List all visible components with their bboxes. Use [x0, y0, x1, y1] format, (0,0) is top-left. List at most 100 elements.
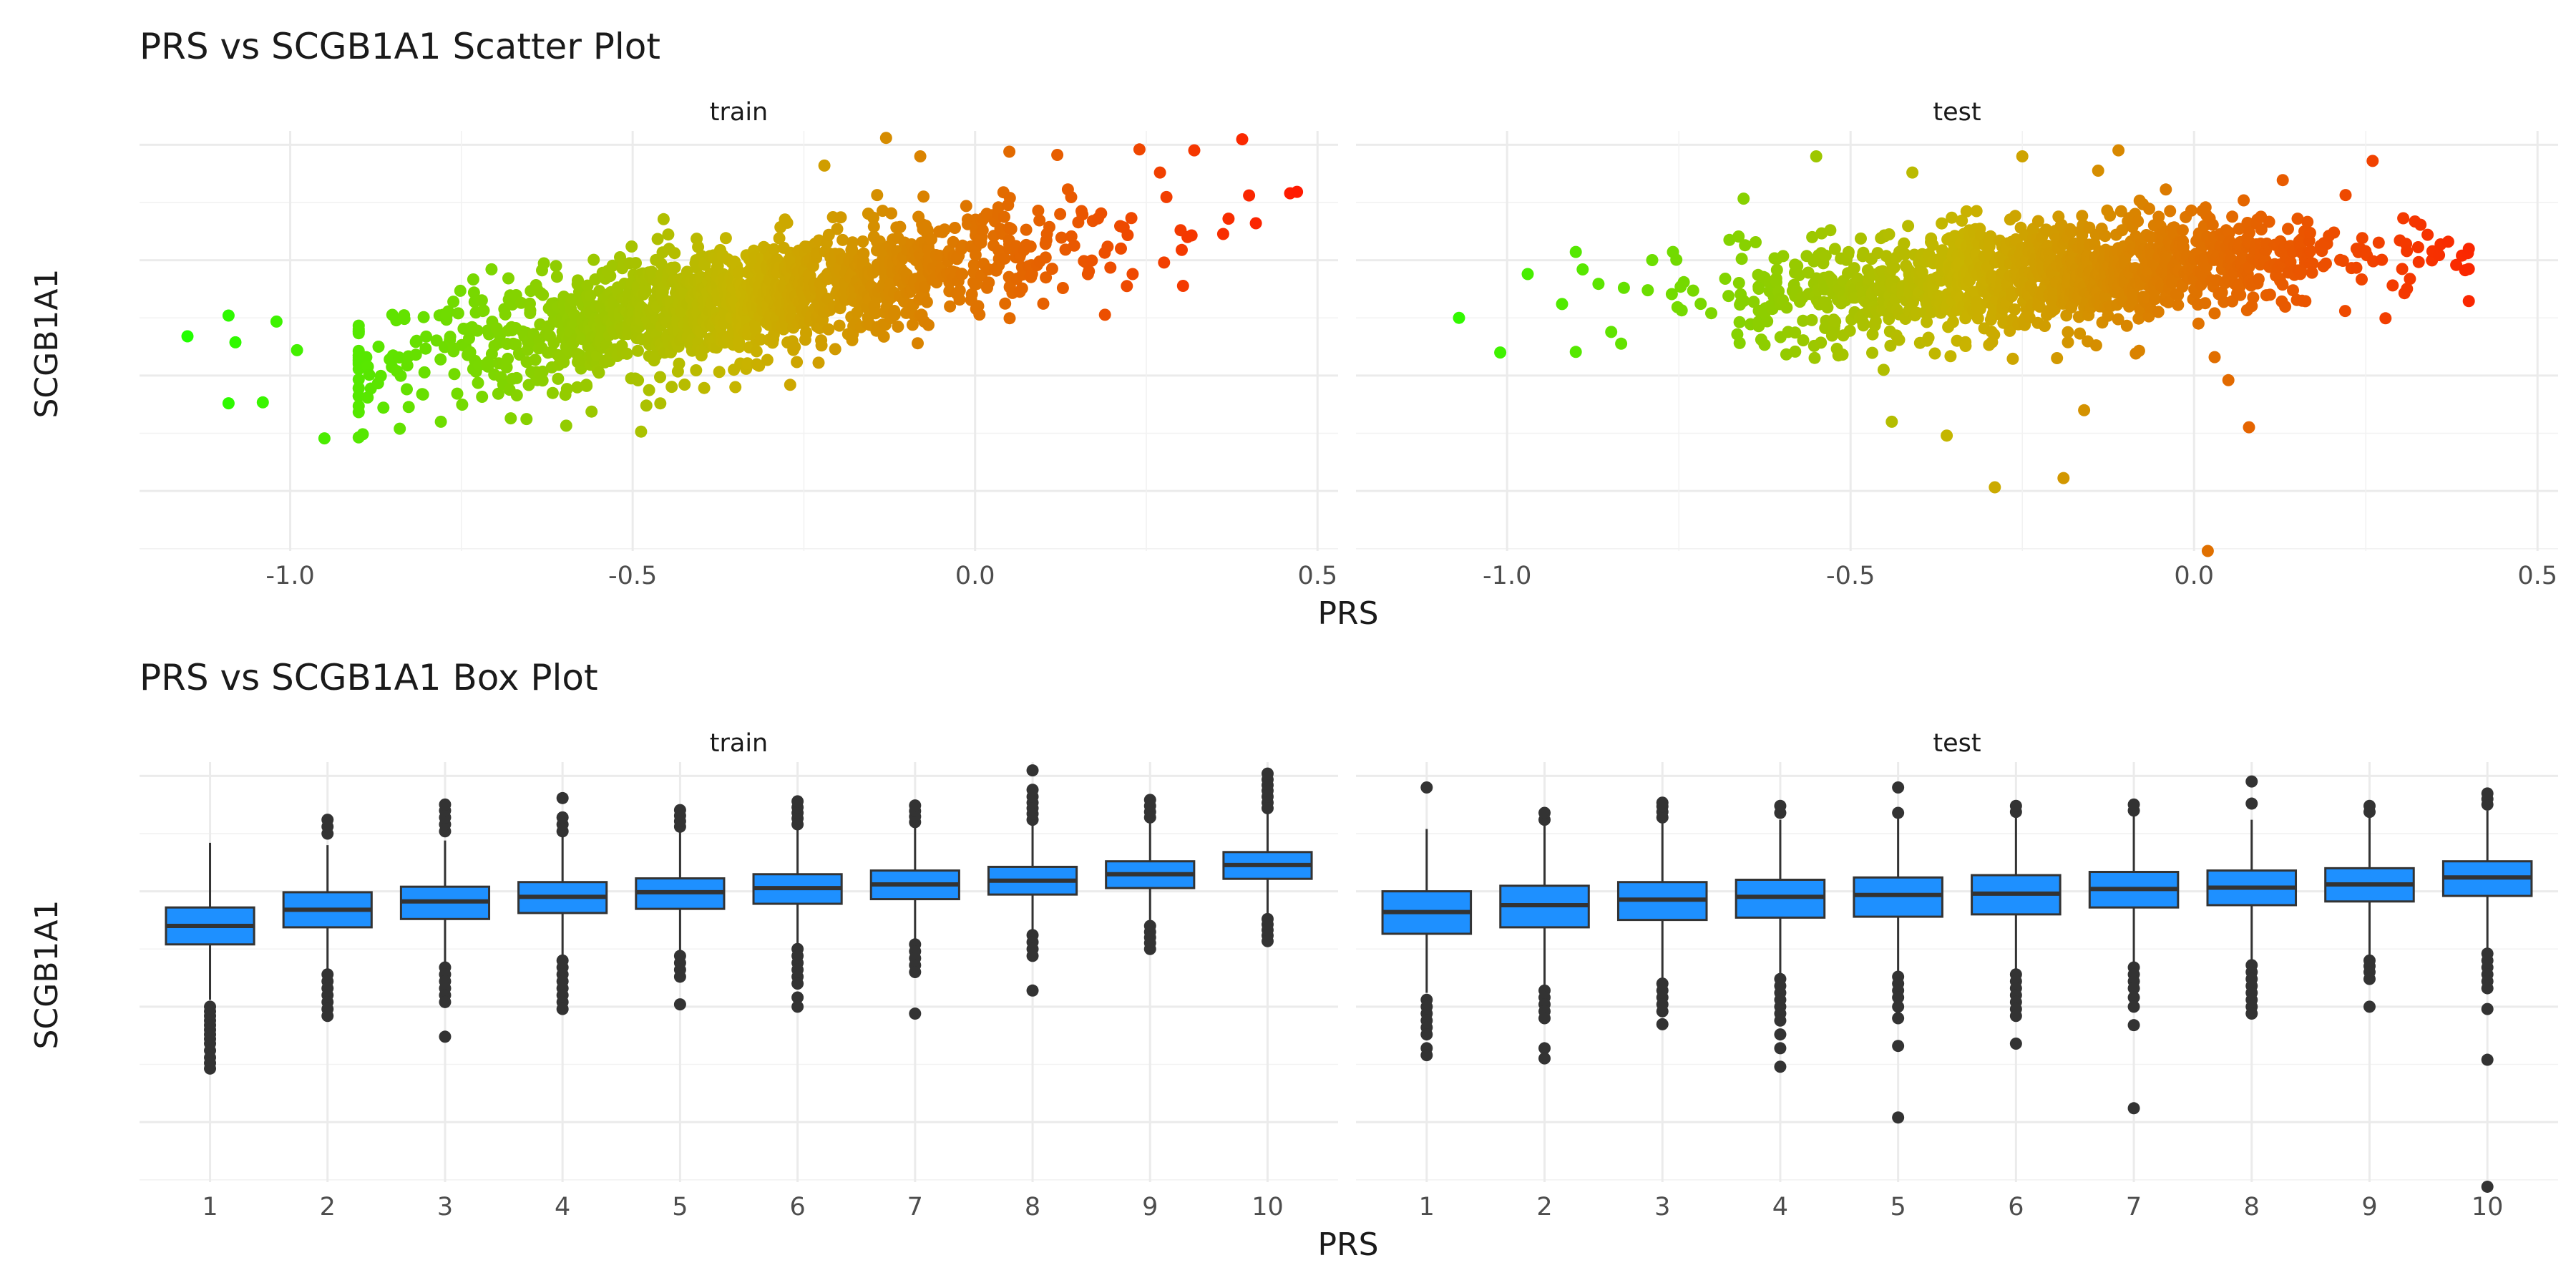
box-train-outlier	[673, 970, 686, 983]
box-test-outlier	[1892, 1111, 1905, 1124]
box-test-outlier	[2245, 1008, 2258, 1020]
scatter-train-point	[657, 213, 670, 225]
scatter-test-point	[1750, 236, 1762, 248]
scatter-test-point	[1960, 205, 1973, 218]
box-test-outlier	[2245, 797, 2258, 810]
scatter-test-point	[2215, 286, 2228, 299]
scatter-test-point	[1828, 243, 1841, 255]
scatter-test-point	[2120, 319, 2133, 332]
box-train-outlier	[673, 998, 686, 1011]
box-test-outlier	[1892, 781, 1905, 794]
scatter-train-point	[1015, 282, 1028, 295]
scatter-train-point	[550, 260, 562, 273]
scatter-test-point	[2104, 209, 2117, 222]
box-test-outlier	[2127, 991, 2140, 1004]
scatter-train-point	[352, 373, 365, 386]
scatter-test-point	[1592, 278, 1605, 291]
scatter-test-point	[1739, 239, 1752, 252]
scatter-y-axis-label: SCGB1A1	[29, 268, 65, 418]
scatter-train-point	[1291, 185, 1304, 198]
scatter-train-point	[654, 397, 667, 410]
scatter-train-point	[800, 327, 813, 340]
box-test-x-tick-label: 10	[2472, 1193, 2504, 1221]
scatter-test-x-tick-label: 0.0	[2174, 562, 2214, 590]
scatter-train-point	[402, 401, 415, 414]
scatter-test-point	[2401, 245, 2414, 258]
scatter-train-point	[879, 132, 892, 145]
scatter-train-point	[1051, 149, 1064, 161]
scatter-train-point	[418, 366, 431, 379]
scatter-train-point	[529, 353, 542, 366]
scatter-train-point	[680, 265, 693, 278]
box-test-outlier	[1892, 1040, 1905, 1053]
scatter-test-point	[2072, 311, 2085, 323]
scatter-test-point	[2304, 245, 2317, 258]
scatter-train-point	[550, 270, 563, 283]
scatter-train-point	[1188, 144, 1201, 157]
scatter-train-point	[1054, 208, 1067, 220]
scatter-train-point	[960, 200, 972, 213]
box-train-outlier	[556, 791, 569, 804]
scatter-test-point	[1857, 319, 1870, 332]
scatter-train-point	[1125, 212, 1138, 225]
scatter-train-point	[822, 323, 835, 336]
scatter-train-point	[1076, 208, 1089, 221]
scatter-train-point	[833, 319, 846, 332]
scatter-train-point	[857, 235, 869, 248]
scatter-train-point	[587, 253, 600, 266]
scatter-train-point	[1045, 263, 1058, 275]
scatter-train-point	[831, 223, 844, 235]
scatter-train-point	[372, 341, 385, 353]
scatter-train-point	[789, 341, 801, 353]
scatter-test-point	[1884, 339, 1897, 352]
scatter-test-point	[2372, 236, 2385, 249]
box-test-outlier	[2127, 798, 2140, 811]
scatter-train-point	[1068, 239, 1080, 252]
scatter-x-axis-label: PRS	[1317, 595, 1378, 632]
scatter-train-point	[360, 351, 373, 364]
scatter-test-point	[1946, 211, 1958, 224]
scatter-train-point	[318, 432, 331, 445]
scatter-test-point	[1737, 192, 1750, 205]
scatter-test-point	[2004, 324, 2016, 337]
scatter-train-point	[398, 313, 411, 326]
scatter-test-point	[1747, 296, 1760, 308]
scatter-test-point	[2299, 295, 2312, 308]
scatter-test-point	[1971, 312, 1984, 325]
scatter-test-point	[1722, 290, 1735, 303]
box-train-outlier	[1143, 942, 1156, 955]
box-train-x-tick-label: 3	[437, 1193, 453, 1221]
scatter-train-point	[869, 307, 882, 320]
box-test-outlier	[2481, 1002, 2494, 1015]
scatter-train-point	[1216, 228, 1229, 240]
scatter-test-point	[1815, 336, 1828, 349]
box-test-x-tick-label: 2	[1536, 1193, 1552, 1221]
box-test-outlier	[1774, 1028, 1787, 1041]
scatter-test-point	[1723, 233, 1736, 246]
scatter-train-point	[1153, 166, 1166, 179]
box-train-outlier	[1261, 935, 1274, 947]
scatter-test-point	[1735, 253, 1748, 265]
box-train-x-tick-label: 9	[1142, 1193, 1158, 1221]
box-train-x-tick-label: 5	[672, 1193, 688, 1221]
scatter-test-point	[2192, 317, 2205, 330]
box-train-outlier	[321, 1010, 334, 1023]
scatter-train-point	[1040, 271, 1053, 284]
scatter-train-point	[463, 332, 475, 345]
scatter-test-point	[2114, 205, 2127, 218]
scatter-test-point	[2145, 230, 2157, 243]
scatter-test-point	[2208, 351, 2221, 364]
scatter-train-point	[475, 294, 488, 307]
scatter-train-point	[520, 413, 533, 426]
scatter-train-point	[1222, 213, 1235, 225]
scatter-test-point	[2143, 203, 2155, 215]
scatter-train-point	[377, 401, 390, 414]
scatter-train-point	[524, 304, 537, 317]
scatter-test-point	[2127, 292, 2140, 305]
box-test-outlier	[2363, 972, 2376, 985]
box-test-outlier	[1892, 1000, 1905, 1013]
scatter-train-point	[467, 273, 479, 286]
scatter-test-point	[2350, 261, 2363, 274]
box-train-x-tick-label: 6	[789, 1193, 805, 1221]
box-test-x-tick-label: 1	[1419, 1193, 1435, 1221]
